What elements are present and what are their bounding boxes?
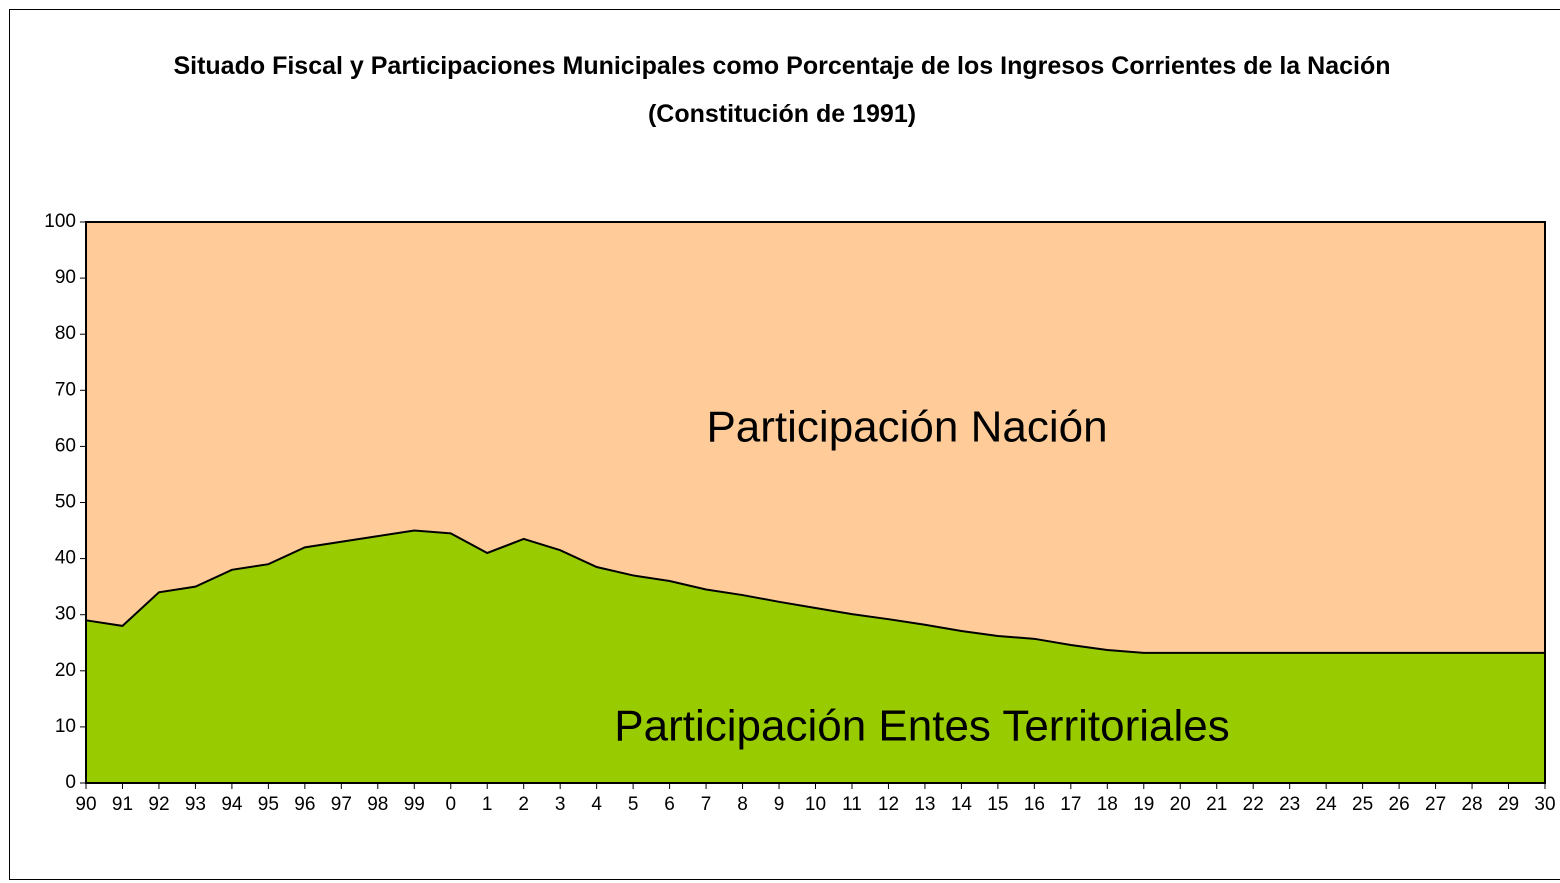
x-tick-label: 27 xyxy=(1425,794,1446,815)
x-tick-label: 94 xyxy=(221,794,243,815)
x-tick-label: 19 xyxy=(1133,794,1154,815)
x-tick-label: 90 xyxy=(75,794,96,815)
x-tick-label: 97 xyxy=(331,794,352,815)
x-tick-label: 25 xyxy=(1352,794,1373,815)
x-tick-label: 95 xyxy=(258,794,279,815)
x-tick-label: 0 xyxy=(445,794,456,815)
x-tick-label: 12 xyxy=(878,794,899,815)
area xyxy=(86,530,1545,783)
x-tick-label: 21 xyxy=(1206,794,1227,815)
x-tick-label: 24 xyxy=(1316,794,1338,815)
x-tick-label: 13 xyxy=(914,794,935,815)
y-tick-label: 0 xyxy=(65,772,76,793)
area-outline xyxy=(85,529,1545,654)
x-tick-label: 15 xyxy=(987,794,1008,815)
x-tick-label: 91 xyxy=(112,794,133,815)
x-tick-label: 16 xyxy=(1024,794,1045,815)
y-tick-label: 100 xyxy=(44,211,76,232)
x-tick-label: 11 xyxy=(842,794,862,815)
x-tick-label: 30 xyxy=(1534,794,1555,815)
x-tick-label: 1 xyxy=(482,794,493,815)
x-tick-label: 6 xyxy=(664,794,675,815)
x-tick-label: 99 xyxy=(404,794,425,815)
x-tick-label: 18 xyxy=(1097,794,1118,815)
x-tick-label: 7 xyxy=(701,794,712,815)
x-tick-label: 22 xyxy=(1243,794,1264,815)
x-tick-label: 29 xyxy=(1498,794,1519,815)
y-tick-label: 70 xyxy=(55,379,76,400)
y-tick-label: 90 xyxy=(55,267,76,288)
y-tick-label: 30 xyxy=(55,604,76,625)
x-tick-label: 93 xyxy=(185,794,206,815)
x-tick-label: 96 xyxy=(294,794,315,815)
x-tick-label: 17 xyxy=(1060,794,1081,815)
y-tick-label: 20 xyxy=(55,660,76,681)
area xyxy=(86,222,1545,653)
y-tick-label: 50 xyxy=(55,492,76,513)
x-tick-label: 3 xyxy=(555,794,566,815)
x-tick-label: 5 xyxy=(628,794,639,815)
x-tick-label: 20 xyxy=(1170,794,1191,815)
x-tick-label: 26 xyxy=(1389,794,1410,815)
x-tick-label: 92 xyxy=(148,794,169,815)
x-tick-label: 23 xyxy=(1279,794,1300,815)
y-tick-label: 60 xyxy=(55,435,76,456)
x-tick-label: 10 xyxy=(805,794,826,815)
series-label: Participación Nación xyxy=(706,403,1107,452)
chart-frame xyxy=(9,9,1560,880)
x-tick-label: 2 xyxy=(518,794,529,815)
y-tick-label: 80 xyxy=(55,323,76,344)
y-tick-label: 10 xyxy=(55,716,76,737)
x-tick-label: 98 xyxy=(367,794,388,815)
chart-title: Situado Fiscal y Participaciones Municip… xyxy=(173,52,1391,128)
y-tick-label: 40 xyxy=(55,548,76,569)
x-tick-label: 28 xyxy=(1461,794,1482,815)
series-label: Participación Entes Territoriales xyxy=(614,702,1229,751)
x-tick-label: 14 xyxy=(951,794,973,815)
x-tick-label: 8 xyxy=(737,794,748,815)
x-tick-label: 9 xyxy=(774,794,785,815)
x-tick-label: 4 xyxy=(591,794,602,815)
